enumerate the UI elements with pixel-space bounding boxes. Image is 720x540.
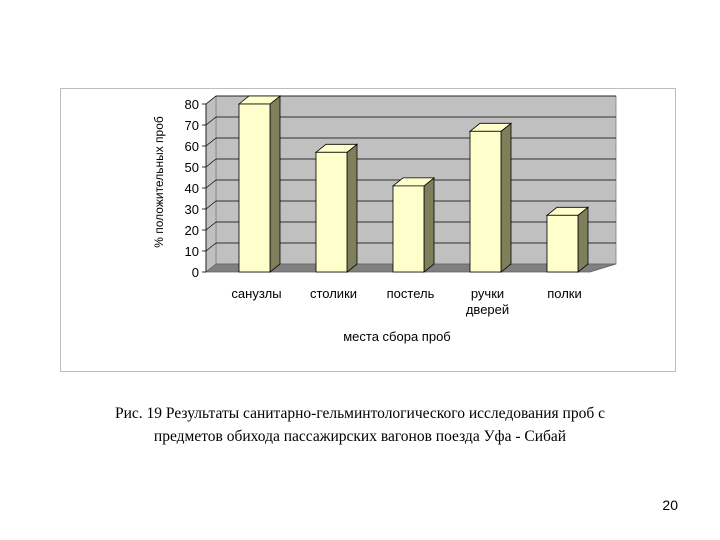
y-axis-title: % положительных проб <box>152 116 166 248</box>
y-tick-label: 30 <box>185 202 199 217</box>
gridline-diagonal <box>205 116 217 126</box>
x-tick-label: дверей <box>466 302 509 317</box>
bar <box>392 185 425 273</box>
y-tick-label: 50 <box>185 160 199 175</box>
bar-side <box>500 122 512 273</box>
bar-side <box>423 177 435 273</box>
bar-side <box>577 206 589 273</box>
page-number: 20 <box>662 497 678 513</box>
bar-side <box>269 95 281 273</box>
gridline-diagonal <box>205 137 217 147</box>
bar <box>315 151 348 273</box>
y-tick-label: 60 <box>185 139 199 154</box>
gridline-diagonal <box>205 158 217 168</box>
x-tick-label: столики <box>310 286 357 301</box>
y-tick-label: 70 <box>185 118 199 133</box>
y-tick-label: 0 <box>192 265 199 280</box>
gridline-diagonal <box>205 179 217 189</box>
x-tick-label: ручки <box>471 286 504 301</box>
bar-side <box>346 143 358 273</box>
bar-chart: 0 10 20 30 40 50 60 70 80 санузлы столики постель ру… <box>152 95 617 344</box>
figure-caption-line-1: Рис. 19 Результаты санитарно-гельминтоло… <box>115 405 605 422</box>
x-tick-label: постель <box>387 286 435 301</box>
gridline-diagonal <box>205 95 217 105</box>
chart-frame: 0 10 20 30 40 50 60 70 80 санузлы столики постель ру… <box>60 88 676 372</box>
gridline-diagonal <box>205 221 217 231</box>
bar <box>546 214 579 273</box>
y-tick-label: 10 <box>185 244 199 259</box>
bar <box>469 130 502 273</box>
x-axis-title: места сбора проб <box>343 329 451 344</box>
bar <box>238 103 271 273</box>
x-tick-label: полки <box>547 286 582 301</box>
gridline-diagonal <box>205 200 217 210</box>
figure-caption-line-2: предметов обихода пассажирских вагонов п… <box>153 428 567 445</box>
y-tick-label: 40 <box>185 181 199 196</box>
y-tick-label: 20 <box>185 223 199 238</box>
gridline-diagonal <box>205 242 217 252</box>
y-tick-label: 80 <box>185 97 199 112</box>
x-tick-label: санузлы <box>231 286 281 301</box>
